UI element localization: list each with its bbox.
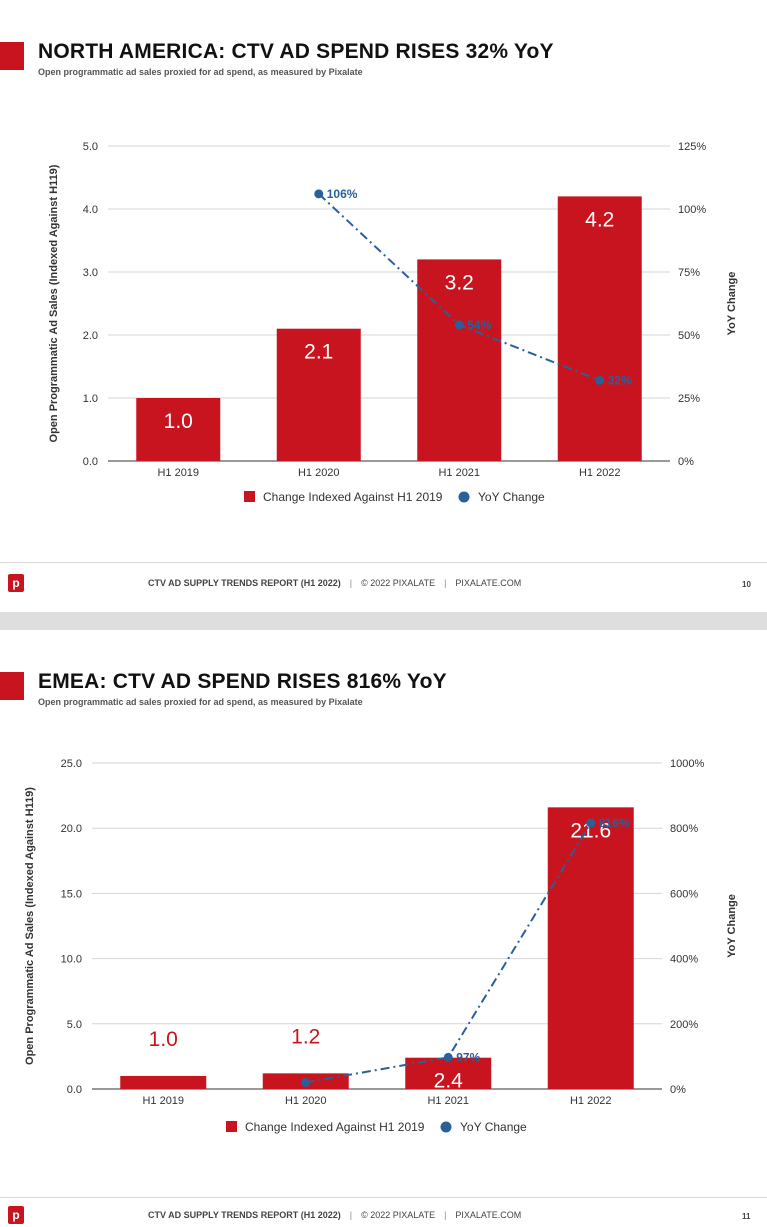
yoy-point (586, 818, 596, 828)
y2-tick-label: 50% (678, 330, 700, 342)
y2-axis-title: YoY Change (726, 894, 738, 958)
y-tick-label: 3.0 (83, 267, 98, 279)
bar (417, 259, 502, 461)
y-tick-label: 20.0 (61, 823, 82, 835)
bar (120, 1075, 207, 1089)
yoy-data-label: 816% (599, 816, 630, 830)
yoy-point (443, 1052, 453, 1062)
bar-data-label: 1.0 (164, 410, 193, 433)
slide-emea: EMEA: CTV AD SPEND RISES 816% YoY Open p… (0, 630, 767, 1227)
footer-separator: | (444, 1210, 447, 1220)
x-tick-label: H1 2019 (157, 467, 199, 479)
emea-chart: 0.0 5.0 10.0 15.0 20.0 25.0 0% 200% 400% 600% 800%… (24, 758, 738, 1134)
y2-tick-label: 0% (670, 1084, 686, 1096)
y-tick-label: 1.0 (83, 393, 98, 405)
footer-separator: | (444, 578, 447, 588)
y-tick-label: 25.0 (61, 758, 82, 770)
north-america-chart: 0.0 1.0 2.0 3.0 4.0 5.0 0% 25% 50% 75% 100% 125% Ope… (48, 141, 738, 504)
footer-separator: | (349, 1210, 353, 1220)
yoy-point (595, 375, 605, 385)
y2-tick-label: 600% (670, 888, 698, 900)
slide-gap (0, 612, 767, 630)
x-tick-label: H1 2019 (142, 1095, 184, 1107)
footer-site: PIXALATE.COM (455, 1210, 522, 1220)
x-tick-label: H1 2021 (438, 467, 480, 479)
x-tick-label: H1 2022 (570, 1095, 612, 1107)
y2-tick-label: 25% (678, 393, 700, 405)
yoy-data-label: 54% (467, 318, 491, 332)
page-number: 11 (742, 1212, 751, 1221)
footer-report-name: CTV AD SUPPLY TRENDS REPORT (H1 2022) (148, 1210, 341, 1220)
pixalate-logo-icon: p (8, 574, 24, 592)
y2-tick-label: 75% (678, 267, 700, 279)
footer-divider (0, 562, 767, 563)
bar-data-label: 3.2 (445, 271, 474, 294)
footer-copyright: © 2022 PIXALATE (361, 578, 436, 588)
legend-swatch-line (440, 1121, 452, 1133)
y2-tick-label: 800% (670, 823, 698, 835)
slide-title: NORTH AMERICA: CTV AD SPEND RISES 32% Yo… (38, 40, 554, 63)
footer-copyright: © 2022 PIXALATE (361, 1210, 436, 1220)
footer-report-name: CTV AD SUPPLY TRENDS REPORT (H1 2022) (148, 578, 341, 588)
y-tick-label: 10.0 (61, 954, 82, 966)
title-accent-block (0, 42, 24, 70)
y2-tick-label: 400% (670, 954, 698, 966)
pixalate-logo-icon: p (8, 1206, 24, 1224)
y-tick-label: 5.0 (83, 141, 98, 153)
bar (136, 398, 221, 461)
y-tick-label: 15.0 (61, 888, 82, 900)
footer-text: CTV AD SUPPLY TRENDS REPORT (H1 2022) | © … (148, 578, 521, 588)
x-tick-label: H1 2021 (427, 1095, 469, 1107)
y-tick-label: 5.0 (67, 1019, 82, 1031)
slide-subtitle: Open programmatic ad sales proxied for a… (38, 67, 363, 77)
yoy-data-label: 32% (608, 373, 632, 387)
legend-label: YoY Change (460, 1120, 527, 1134)
y-axis-title: Open Programmatic Ad Sales (Indexed Agai… (24, 787, 36, 1065)
slide-subtitle: Open programmatic ad sales proxied for a… (38, 697, 363, 707)
bar (276, 328, 361, 461)
footer-divider (0, 1197, 767, 1198)
y-tick-label: 2.0 (83, 330, 98, 342)
bar-data-label: 1.2 (291, 1025, 320, 1048)
bar-data-label: 2.1 (304, 341, 333, 364)
slide-title: EMEA: CTV AD SPEND RISES 816% YoY (38, 670, 447, 693)
slide-north-america: NORTH AMERICA: CTV AD SPEND RISES 32% Yo… (0, 0, 767, 612)
legend-label: Change Indexed Against H1 2019 (263, 490, 443, 504)
yoy-data-label: 106% (327, 187, 358, 201)
yoy-data-label: 97% (456, 1050, 480, 1064)
bar-data-label: 4.2 (585, 208, 614, 231)
bar (547, 807, 634, 1089)
page-number: 10 (742, 580, 751, 589)
legend-label: YoY Change (478, 490, 545, 504)
footer-site: PIXALATE.COM (455, 578, 522, 588)
footer-separator: | (349, 578, 353, 588)
y2-tick-label: 125% (678, 141, 706, 153)
legend-label: Change Indexed Against H1 2019 (245, 1120, 425, 1134)
y2-tick-label: 100% (678, 204, 706, 216)
y2-tick-label: 1000% (670, 758, 704, 770)
x-tick-label: H1 2022 (579, 467, 621, 479)
x-tick-label: H1 2020 (285, 1095, 327, 1107)
legend-swatch-bar (244, 491, 255, 502)
yoy-point (301, 1077, 311, 1087)
y-tick-label: 0.0 (83, 456, 98, 468)
yoy-point (314, 189, 324, 199)
y-axis-title: Open Programmatic Ad Sales (Indexed Agai… (48, 164, 60, 442)
y2-tick-label: 0% (678, 456, 694, 468)
footer-text: CTV AD SUPPLY TRENDS REPORT (H1 2022) | © … (148, 1210, 521, 1220)
x-tick-label: H1 2020 (298, 467, 340, 479)
bar (557, 196, 642, 461)
y-tick-label: 0.0 (67, 1084, 82, 1096)
bar-data-label: 1.0 (149, 1028, 178, 1051)
legend-swatch-line (458, 491, 470, 503)
y2-axis-title: YoY Change (726, 272, 738, 336)
title-accent-block (0, 672, 24, 700)
bar-data-label: 21.6 (570, 819, 611, 842)
yoy-point (454, 320, 464, 330)
yoy-series-line (305, 822, 592, 1084)
y2-tick-label: 200% (670, 1019, 698, 1031)
y-tick-label: 4.0 (83, 204, 98, 216)
bar-data-label: 2.4 (434, 1070, 464, 1093)
legend-swatch-bar (226, 1121, 237, 1132)
